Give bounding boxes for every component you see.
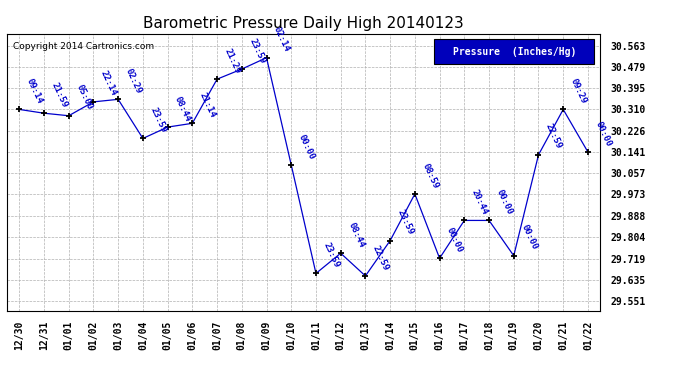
Text: 00:00: 00:00 (593, 120, 613, 148)
Text: 21:14: 21:14 (198, 91, 217, 119)
Text: 21:29: 21:29 (223, 47, 242, 75)
Text: 21:59: 21:59 (50, 81, 69, 109)
Text: 02:29: 02:29 (124, 67, 144, 95)
Text: 22:59: 22:59 (544, 123, 564, 151)
Text: 09:29: 09:29 (569, 77, 589, 105)
Text: 20:44: 20:44 (470, 188, 489, 216)
FancyBboxPatch shape (434, 39, 594, 64)
Text: 00:00: 00:00 (445, 226, 464, 254)
Text: 22:59: 22:59 (371, 244, 391, 272)
Text: 08:44: 08:44 (173, 95, 193, 123)
Text: Pressure  (Inches/Hg): Pressure (Inches/Hg) (453, 47, 576, 57)
Text: 00:00: 00:00 (520, 224, 539, 252)
Text: 00:00: 00:00 (495, 188, 514, 216)
Text: 22:14: 22:14 (99, 69, 119, 98)
Text: 02:14: 02:14 (272, 26, 292, 54)
Title: Barometric Pressure Daily High 20140123: Barometric Pressure Daily High 20140123 (144, 16, 464, 31)
Text: 23:59: 23:59 (148, 106, 168, 134)
Text: 05:00: 05:00 (75, 83, 94, 112)
Text: Copyright 2014 Cartronics.com: Copyright 2014 Cartronics.com (13, 42, 154, 51)
Text: 09:14: 09:14 (25, 77, 44, 105)
Text: 08:59: 08:59 (420, 162, 440, 190)
Text: 08:44: 08:44 (346, 221, 366, 249)
Text: 23:59: 23:59 (395, 208, 415, 237)
Text: 00:00: 00:00 (297, 133, 316, 161)
Text: 23:59: 23:59 (247, 37, 267, 65)
Text: 23:59: 23:59 (322, 241, 341, 269)
